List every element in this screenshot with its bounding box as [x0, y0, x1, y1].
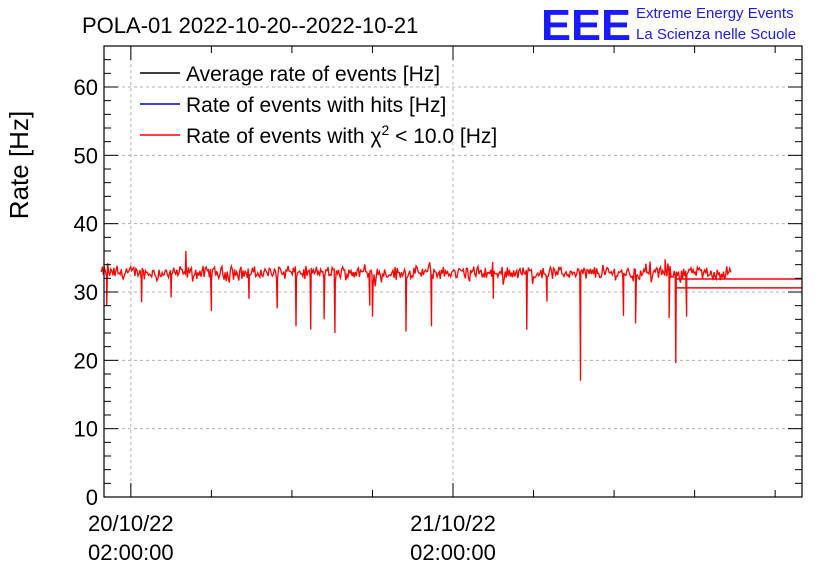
axes-layer: 0 10 20 30 40 50 60 20/10/22 02:00:00 21/10/22 02:… [74, 45, 803, 565]
y-tick-label: 0 [86, 485, 98, 510]
logo-line2: La Scienza nelle Scuole [636, 26, 796, 43]
x-tick-label-date: 20/10/22 [88, 511, 174, 536]
grid-layer [104, 46, 802, 497]
y-tick-label: 60 [74, 75, 98, 100]
chart-title: POLA-01 2022-10-20--2022-10-21 [82, 13, 418, 38]
x-tick-label-time: 02:00:00 [88, 540, 174, 565]
y-tick-label: 40 [74, 212, 98, 237]
y-tick-label: 20 [74, 348, 98, 373]
logo-line1: Extreme Energy Events [636, 5, 794, 22]
legend-entry-label: Average rate of events [Hz] [186, 63, 440, 86]
series-line-chi2 [100, 250, 732, 381]
legend: Average rate of events [Hz] Rate of event… [140, 63, 497, 148]
legend-entry-label: Rate of events with hits [Hz] [186, 94, 446, 117]
y-axis-label: Rate [Hz] [4, 111, 34, 219]
eee-logo: EEE [541, 1, 631, 50]
series-layer [100, 250, 802, 381]
y-tick-label: 30 [74, 280, 98, 305]
x-tick-label-date: 21/10/22 [410, 511, 496, 536]
legend-entry-label: Rate of events with χ2 < 10.0 [Hz] [186, 122, 497, 148]
x-tick-label-time: 02:00:00 [410, 540, 496, 565]
y-tick-label: 10 [74, 417, 98, 442]
y-tick-label: 50 [74, 143, 98, 168]
